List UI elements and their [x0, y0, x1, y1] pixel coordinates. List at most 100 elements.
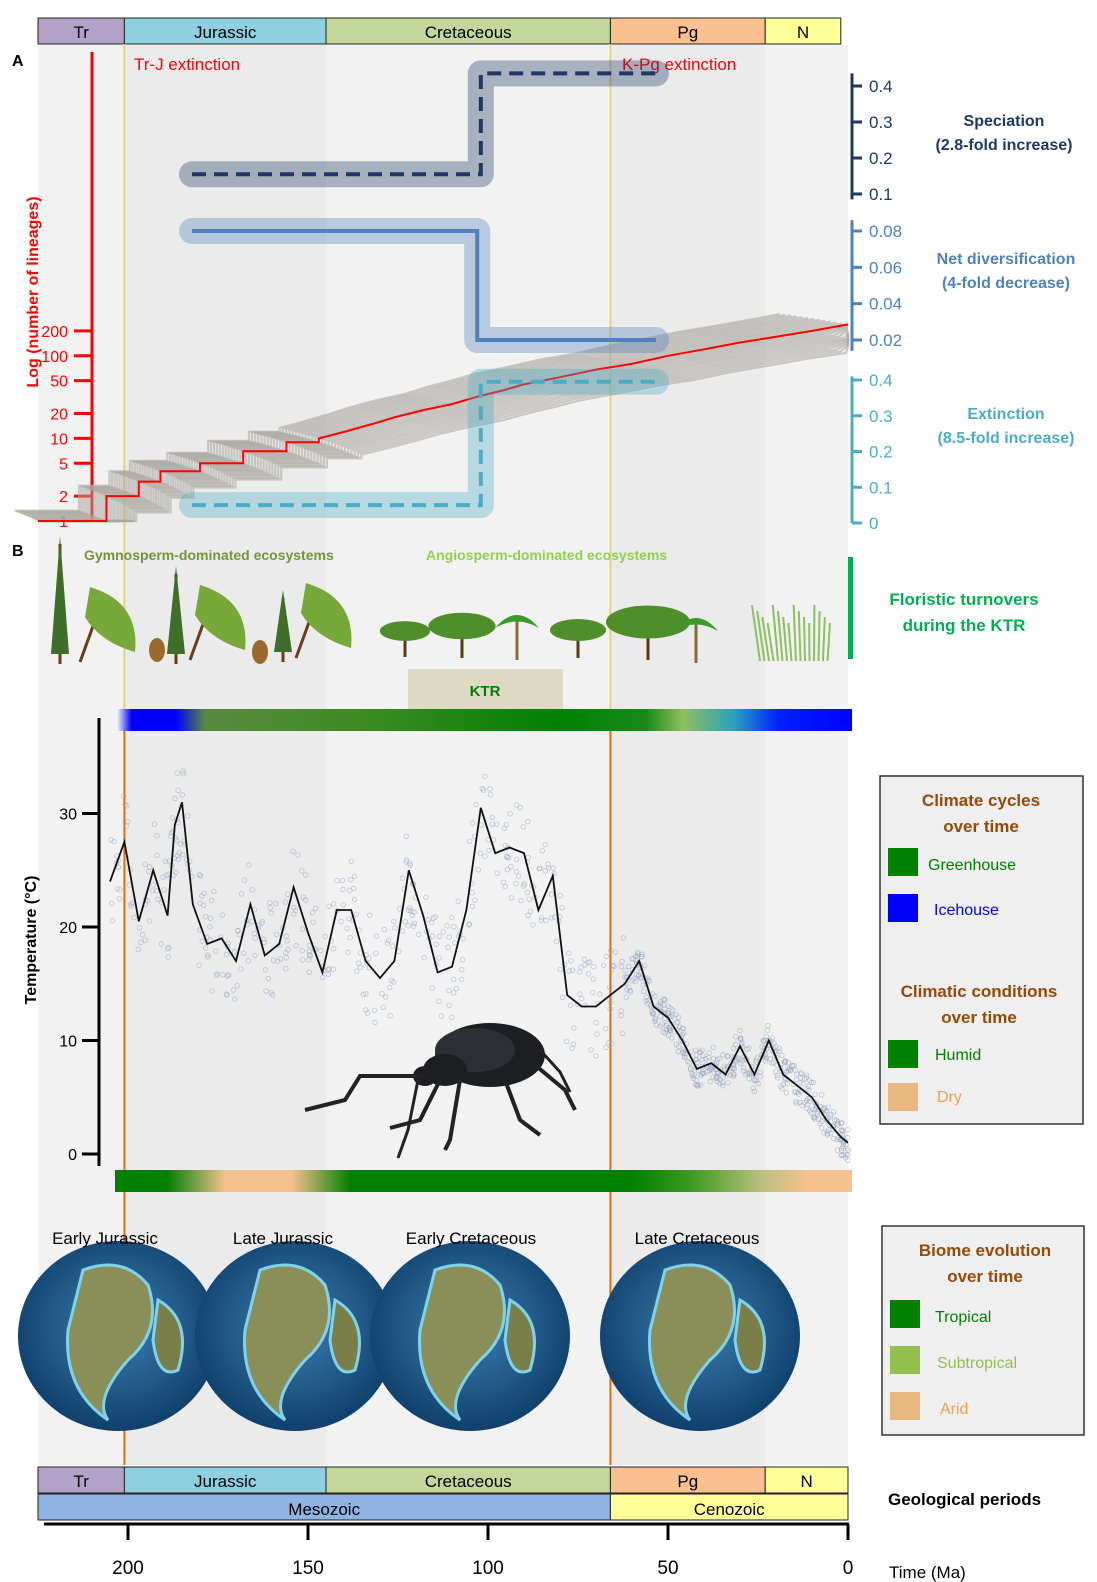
temperature-point [173, 869, 179, 875]
temperature-point [411, 909, 417, 915]
top-period-cretaceous [325, 17, 611, 45]
ltt-tick-label: 5 [59, 456, 68, 473]
temperature-tick-label: 10 [59, 1034, 77, 1051]
temperature-point [246, 862, 252, 868]
temperature-point [284, 891, 291, 897]
temperature-point [142, 937, 148, 943]
temperature-point [715, 1070, 721, 1077]
temperature-point [436, 933, 442, 940]
temperature-point [469, 820, 476, 826]
temperature-point [688, 1067, 694, 1073]
temperature-point [812, 1106, 819, 1112]
temperature-point [411, 920, 417, 926]
temperature-point [845, 1157, 851, 1164]
temperature-point [292, 907, 299, 914]
temperature-point [609, 1040, 615, 1047]
climate-cycle-bar [117, 709, 852, 731]
temperature-point [811, 1114, 817, 1121]
temperature-point [666, 1012, 672, 1018]
temperature-point [740, 1067, 746, 1074]
temperature-point [738, 1060, 744, 1066]
temperature-point [665, 1032, 672, 1039]
temperature-point [839, 1127, 845, 1133]
temperature-point [128, 903, 134, 909]
temperature-point [131, 914, 137, 921]
temperature-point [638, 975, 644, 981]
temperature-point [261, 936, 267, 942]
temperature-point [407, 905, 413, 911]
temperature-point [238, 891, 245, 897]
temperature-point [138, 939, 144, 946]
temperature-point [160, 874, 166, 880]
temperature-point [108, 837, 114, 843]
temperature-point [525, 818, 531, 825]
temperature-point [553, 938, 560, 945]
temperature-point [299, 948, 305, 954]
temperature-point [438, 1013, 445, 1019]
temperature-point [730, 1045, 736, 1051]
temperature-point [199, 938, 205, 944]
temperature-point [680, 1048, 686, 1055]
ltt-replicate [59, 337, 850, 523]
top-period-n [764, 17, 842, 45]
period-band-jurassic [124, 45, 327, 1465]
temperature-point [469, 903, 476, 910]
windswept-crown [195, 585, 246, 650]
temperature-point [567, 1002, 574, 1008]
timescale-bottom: Tr Jurassic Cretaceous Pg N Mesozoic Cenozoic [37, 1466, 849, 1521]
temperature-point [828, 1111, 834, 1118]
temperature-point [513, 856, 520, 863]
temperature-point [466, 921, 473, 927]
ltt-replicate [32, 320, 832, 520]
temperature-point [303, 872, 309, 878]
temperature-point [724, 1052, 731, 1059]
temperature-point [793, 1067, 799, 1074]
temperature-point [373, 950, 379, 956]
speciation-tick-label: 0.4 [869, 77, 893, 96]
temperature-point [235, 927, 241, 934]
temperature-point [330, 966, 336, 973]
ktr-box [408, 669, 563, 709]
temperature-point [564, 1038, 570, 1044]
temperature-point [593, 1053, 599, 1059]
temperature-point [835, 1119, 841, 1125]
conifer-crown [167, 566, 185, 654]
temperature-point [581, 956, 587, 962]
temperature-point [387, 984, 393, 991]
temperature-point [800, 1080, 806, 1087]
temperature-point [381, 926, 388, 933]
grass-blade [817, 610, 821, 662]
temperature-point [285, 947, 291, 953]
icehouse-swatch [888, 894, 918, 922]
temperature-point [764, 1027, 771, 1033]
ltt-replicate [26, 317, 815, 517]
temperature-point [729, 1065, 736, 1072]
temperature-y-axis-title: Temperature (°C) [23, 876, 40, 1005]
temperature-point [513, 868, 520, 875]
temperature-point [408, 908, 414, 914]
temperature-point [524, 889, 531, 896]
temperature-point [331, 945, 337, 952]
temperature-point [809, 1106, 816, 1112]
temperature-point [542, 868, 548, 874]
temperature-point [666, 1024, 673, 1031]
temperature-point [622, 967, 628, 974]
temperature-point [609, 966, 615, 972]
speciation-tick-label: 0.1 [869, 185, 893, 204]
temperature-point [686, 1060, 693, 1066]
temperature-point [306, 952, 313, 958]
temperature-point [363, 991, 369, 997]
top-period-label: N [797, 23, 809, 42]
greenhouse-swatch [888, 848, 918, 876]
temperature-point [135, 946, 141, 953]
temperature-point [262, 967, 269, 973]
temperature-point [720, 1074, 726, 1080]
temperature-point [493, 821, 500, 827]
ktr-label: KTR [470, 683, 501, 700]
top-period-label: Tr [73, 23, 89, 42]
temperature-point [590, 989, 596, 996]
temperature-point [240, 950, 247, 956]
temperature-point [762, 1058, 769, 1064]
temperature-point [350, 885, 357, 892]
top-period-label: Jurassic [194, 23, 257, 42]
